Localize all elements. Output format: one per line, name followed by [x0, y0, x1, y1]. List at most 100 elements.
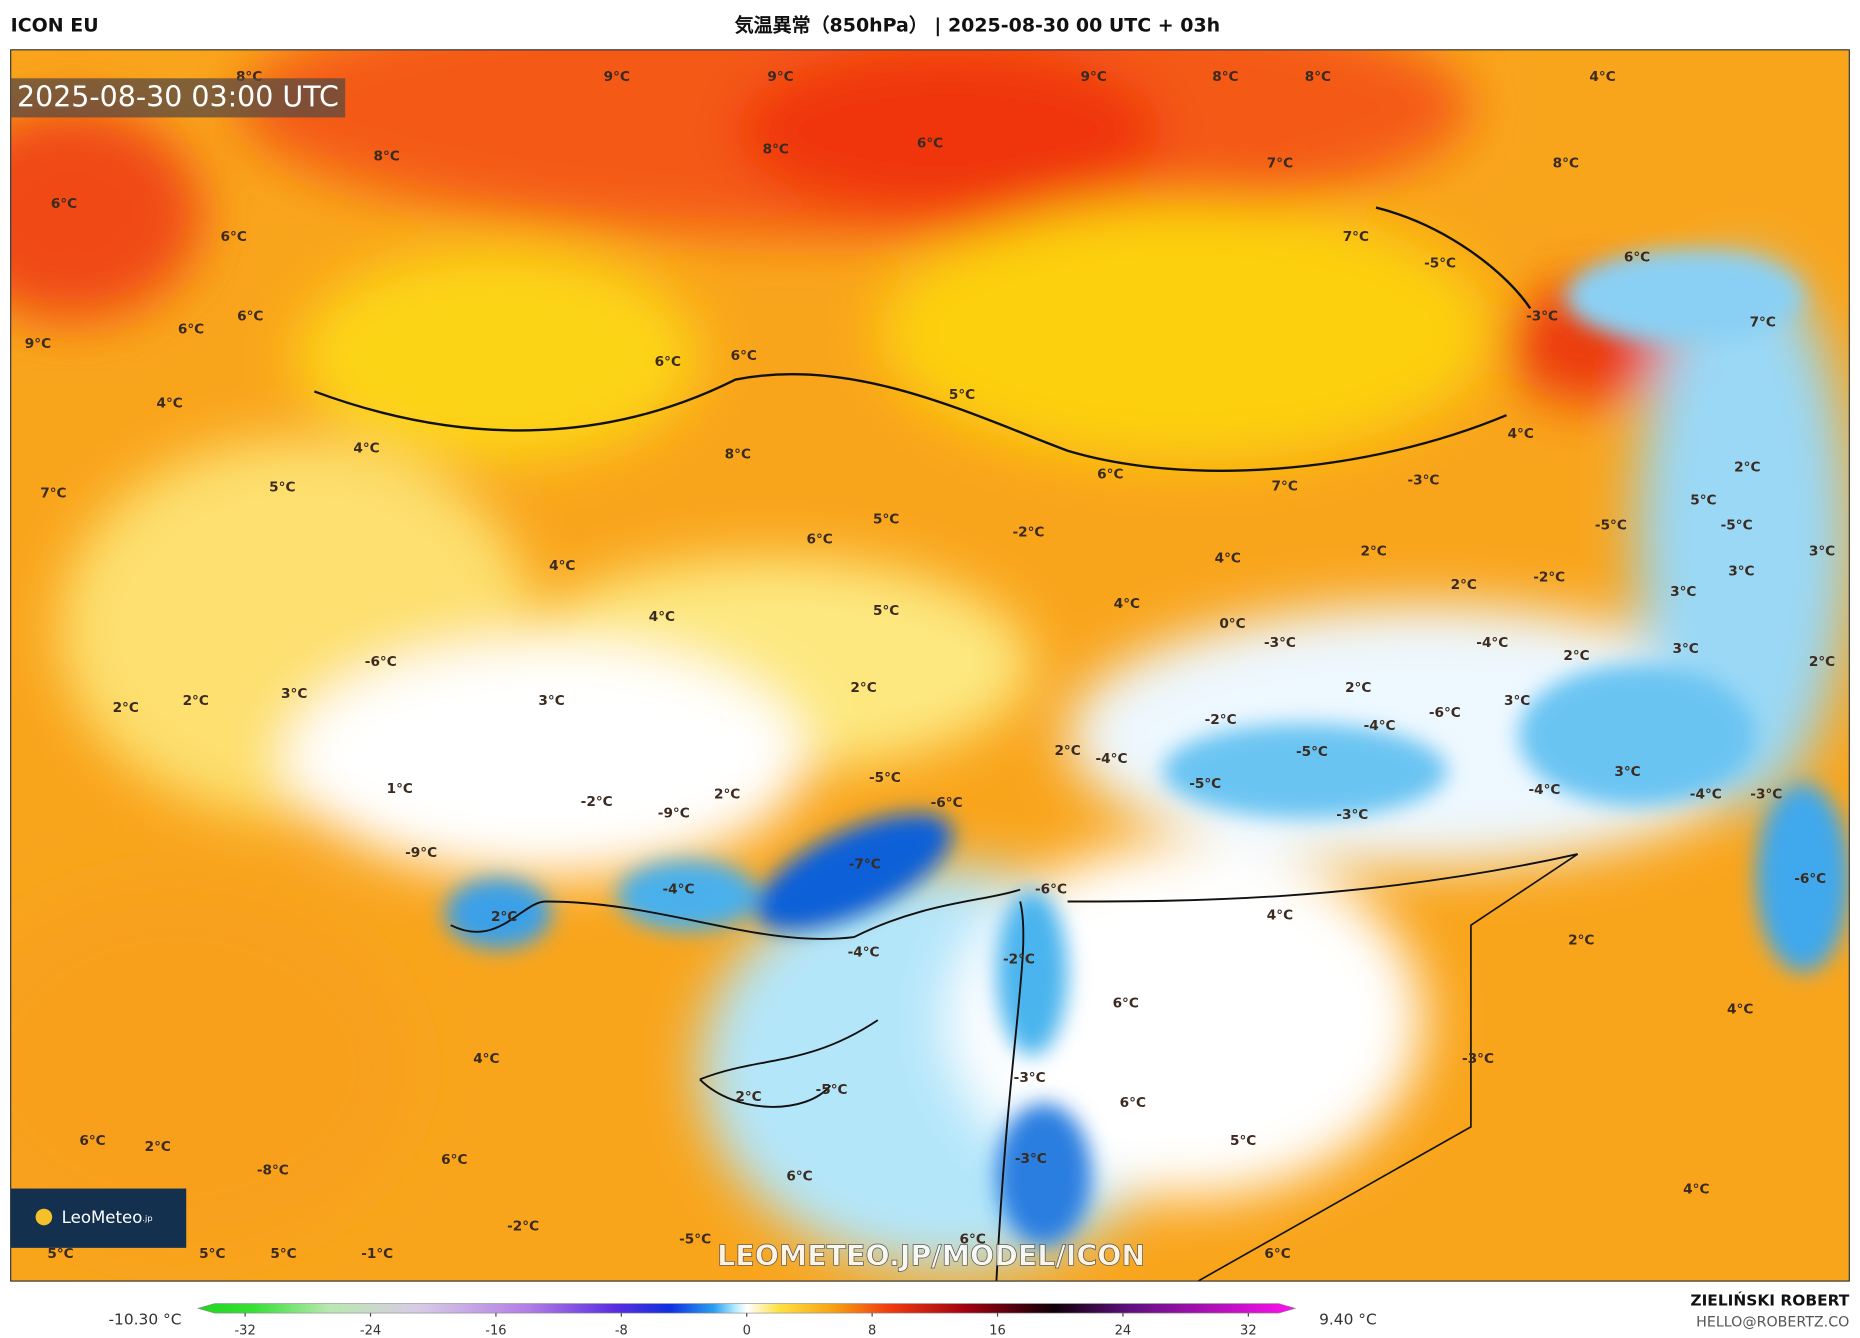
contour-label: 2°C	[183, 693, 209, 709]
contour-label: 6°C	[917, 136, 943, 152]
contour-label: 4°C	[156, 395, 182, 411]
contour-label: 4°C	[1727, 1001, 1753, 1017]
contour-label: -5°C	[1721, 517, 1753, 533]
contour-label: -4°C	[1528, 782, 1560, 798]
contour-label: 4°C	[473, 1051, 499, 1067]
contour-label: 4°C	[1215, 551, 1241, 567]
contour-label: 3°C	[1809, 544, 1835, 560]
contour-label: 8°C	[763, 141, 789, 157]
timestamp: 2025-08-30 03:00 UTC	[17, 80, 339, 113]
contour-label: 7°C	[40, 485, 66, 501]
contour-label: -4°C	[1096, 751, 1128, 767]
contour-label: -3°C	[1407, 472, 1439, 488]
contour-label: 3°C	[1728, 564, 1754, 580]
colorbar-tick-label: 32	[1240, 1323, 1257, 1338]
contour-label: 4°C	[1267, 908, 1293, 924]
contour-label: -5°C	[1189, 776, 1221, 792]
contour-label: -6°C	[365, 654, 397, 670]
contour-label: 6°C	[1624, 249, 1650, 265]
contour-label: 4°C	[1589, 69, 1615, 85]
contour-label: 9°C	[767, 69, 793, 85]
contour-label: -3°C	[1014, 1070, 1046, 1086]
contour-label: -4°C	[848, 944, 880, 960]
contour-label: -6°C	[931, 795, 963, 811]
contour-label: 5°C	[873, 603, 899, 619]
colorbar-fill	[197, 1303, 1297, 1314]
contour-label: 5°C	[199, 1246, 225, 1262]
contour-label: 9°C	[25, 336, 51, 352]
contour-label: 6°C	[237, 309, 263, 325]
contour-label: -5°C	[869, 770, 901, 786]
contour-label: -9°C	[405, 845, 437, 861]
contour-label: 2°C	[1568, 933, 1594, 949]
contour-label: 3°C	[1504, 693, 1530, 709]
contour-label: 8°C	[725, 446, 751, 462]
contour-label: 5°C	[269, 480, 295, 496]
contour-label: 4°C	[649, 609, 675, 625]
contour-label: -3°C	[1526, 309, 1558, 325]
contour-label: 6°C	[1097, 466, 1123, 482]
contour-label: -5°C	[1595, 517, 1627, 533]
contour-label: 2°C	[850, 680, 876, 696]
colorbar: -32 -24 -16 -8 0 8 16 24 32 -10.30 °C 9.40 °C	[108, 1303, 1377, 1338]
contour-label: -4°C	[663, 882, 695, 898]
model-name: ICON EU	[11, 15, 99, 37]
contour-label: 5°C	[1690, 493, 1716, 509]
contour-label: 3°C	[1672, 641, 1698, 657]
contour-label: -4°C	[1364, 718, 1396, 734]
contour-label: 2°C	[735, 1089, 761, 1105]
watermark: LEOMETEO.JP/MODEL/ICON	[717, 1239, 1145, 1272]
contour-label: 3°C	[538, 693, 564, 709]
contour-label: 6°C	[1120, 1095, 1146, 1111]
contour-label: 6°C	[1113, 996, 1139, 1012]
contour-label: 2°C	[1345, 680, 1371, 696]
contour-label: -4°C	[1690, 787, 1722, 803]
contour-label: -5°C	[679, 1232, 711, 1248]
contour-label: -6°C	[1035, 882, 1067, 898]
colorbar-min: -10.30 °C	[108, 1311, 181, 1329]
contour-label: 9°C	[1081, 69, 1107, 85]
contour-label: -5°C	[816, 1082, 848, 1098]
contour-label: -7°C	[849, 857, 881, 873]
contour-label: -2°C	[1533, 570, 1565, 586]
contour-label: -3°C	[1336, 807, 1368, 823]
contour-label: 6°C	[441, 1152, 467, 1168]
contour-label: -6°C	[1429, 705, 1461, 721]
contour-label: 0°C	[1219, 616, 1245, 632]
contour-label: 8°C	[1212, 69, 1238, 85]
contour-label: 6°C	[51, 196, 77, 212]
contour-label: 2°C	[491, 909, 517, 925]
logo-suffix: .jp	[142, 1213, 152, 1223]
contour-label: 7°C	[1343, 229, 1369, 245]
contour-label: 1°C	[387, 781, 413, 797]
contour-label: -6°C	[1794, 871, 1826, 887]
contour-label: 6°C	[786, 1169, 812, 1185]
contour-label: 2°C	[1054, 743, 1080, 759]
contour-label: 7°C	[1267, 156, 1293, 172]
map-field: LEOMETEO.JP/MODEL/ICON	[10, 49, 1850, 1282]
contour-label: 3°C	[281, 686, 307, 702]
author: ZIELIŃSKI ROBERT	[1690, 1291, 1849, 1310]
logo-name: LeoMeteo	[62, 1208, 143, 1227]
contour-label: 2°C	[1734, 459, 1760, 475]
contour-label: 3°C	[1614, 764, 1640, 780]
contour-label: 5°C	[949, 387, 975, 403]
contour-label: 8°C	[374, 149, 400, 165]
contour-label: 3°C	[1670, 584, 1696, 600]
contour-label: -3°C	[1462, 1051, 1494, 1067]
contour-label: 7°C	[1750, 315, 1776, 331]
contour-label: -4°C	[1476, 635, 1508, 651]
contour-label: 4°C	[1683, 1182, 1709, 1198]
contour-label: 2°C	[113, 700, 139, 716]
contour-label: -3°C	[1750, 787, 1782, 803]
colorbar-tick-label: 8	[868, 1323, 876, 1338]
colorbar-tick-label: 16	[989, 1323, 1006, 1338]
contour-label: -2°C	[581, 794, 613, 810]
colorbar-tick-label: -16	[485, 1323, 506, 1338]
contour-label: 6°C	[79, 1133, 105, 1149]
map-title: 気温異常（850hPa） | 2025-08-30 00 UTC + 03h	[735, 14, 1220, 37]
contour-label: 2°C	[1360, 544, 1386, 560]
contour-label: 8°C	[1305, 69, 1331, 85]
contour-label: -2°C	[1003, 952, 1035, 968]
colorbar-tick-label: -8	[615, 1323, 628, 1338]
